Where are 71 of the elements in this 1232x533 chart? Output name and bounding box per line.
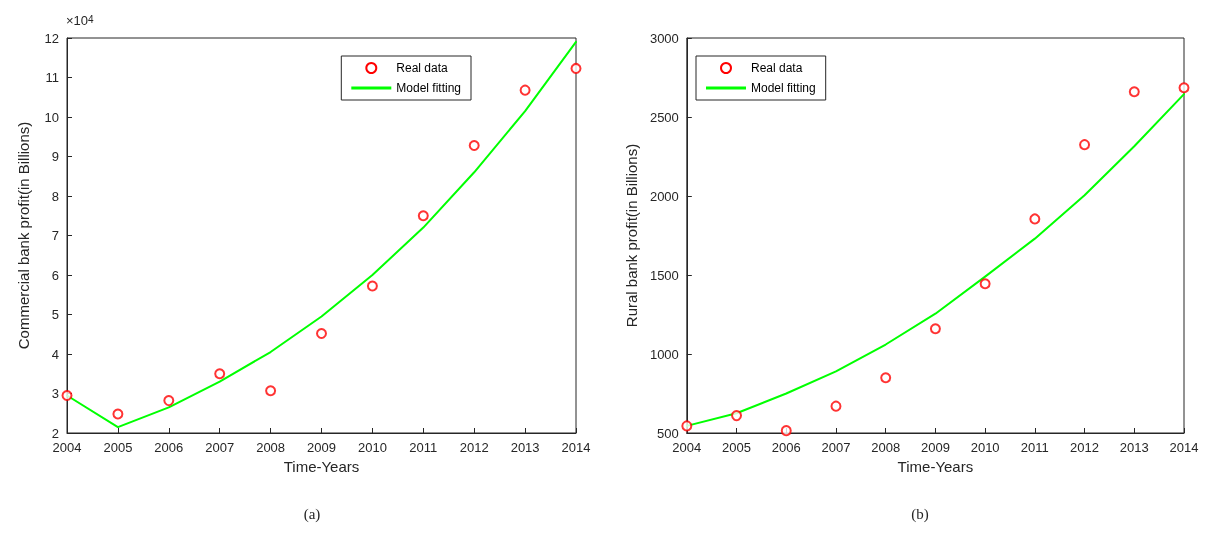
- x-tick-label: 2004: [52, 440, 82, 455]
- legend-label: Model fitting: [751, 81, 816, 95]
- x-tick-label: 2013: [510, 440, 540, 455]
- x-tick-label: 2007: [205, 440, 235, 455]
- point: [681, 420, 693, 432]
- x-tick-label: 2005: [103, 440, 133, 455]
- point: [417, 210, 429, 222]
- y-tick-label: 7: [51, 228, 59, 243]
- x-tick-label: 2009: [920, 440, 950, 455]
- y-tick-label: 4: [51, 346, 59, 362]
- y-tick-label: 9: [51, 149, 59, 164]
- y-tick-label: 500: [657, 425, 679, 441]
- x-tick-label: 2012: [1070, 440, 1100, 455]
- y-axis-title: Rural bank profit(in Billions): [623, 143, 640, 328]
- point: [519, 84, 531, 96]
- y-tick-label: 1000: [649, 346, 679, 362]
- legend-label: Model fitting: [396, 81, 461, 95]
- y-tick-label: 6: [51, 267, 59, 283]
- point: [163, 395, 175, 407]
- point: [830, 400, 842, 412]
- x-tick-label: 2005: [722, 440, 751, 455]
- x-axis-title: Time-Years: [283, 458, 360, 475]
- y-tick-label: 8: [51, 188, 59, 204]
- x-tick-label: 2011: [409, 440, 438, 455]
- point: [316, 327, 327, 339]
- point: [1178, 82, 1190, 94]
- point: [979, 278, 991, 290]
- point: [880, 372, 892, 384]
- x-tick-label: 2006: [771, 440, 801, 455]
- point: [214, 368, 226, 380]
- point: [731, 410, 743, 422]
- point: [468, 139, 480, 151]
- point: [112, 408, 124, 420]
- point: [1029, 213, 1041, 225]
- point: [366, 280, 378, 292]
- x-tick-label: 2014: [1169, 440, 1199, 455]
- y-tick-label: 2: [51, 425, 59, 441]
- x-tick-label: 2010: [357, 440, 387, 455]
- x-tick-label: 2008: [871, 440, 901, 455]
- point: [1079, 139, 1091, 151]
- x-tick-label: 2008: [256, 440, 286, 455]
- legend-label: Real data: [751, 61, 803, 75]
- y-tick-label: 5: [51, 307, 59, 322]
- x-tick-label: 2013: [1119, 440, 1149, 455]
- x-tick-label: 2009: [307, 440, 336, 455]
- x-tick-label: 2012: [459, 440, 489, 455]
- y-tick-label: 12: [44, 30, 59, 46]
- text: (a): [303, 505, 321, 523]
- y-tick-label: 1500: [649, 267, 679, 283]
- point: [1128, 86, 1140, 98]
- y-axis-title: Commercial bank profit(in Billions): [15, 121, 32, 350]
- point: [780, 425, 792, 437]
- y-tick-label: 2000: [649, 188, 679, 204]
- y-tick-label: 3: [51, 386, 59, 401]
- point: [570, 62, 582, 74]
- x-tick-label: 2007: [821, 440, 851, 455]
- y-tick-label: 10: [44, 109, 59, 125]
- x-tick-label: 2010: [970, 440, 1000, 455]
- legend-label: Real data: [396, 61, 448, 75]
- x-axis-title: Time-Years: [897, 458, 974, 475]
- text: (b): [911, 505, 929, 523]
- x-tick-label: 2014: [561, 440, 591, 455]
- x-tick-label: 2011: [1020, 440, 1049, 455]
- x-tick-label: 2006: [154, 440, 184, 455]
- point: [61, 389, 73, 401]
- y-tick-label: 11: [45, 70, 59, 85]
- x-tick-label: 2004: [672, 440, 702, 455]
- y-tick-label: 2500: [649, 109, 679, 125]
- point: [929, 323, 941, 335]
- point: [265, 385, 277, 397]
- y-tick-label: 3000: [649, 30, 679, 46]
